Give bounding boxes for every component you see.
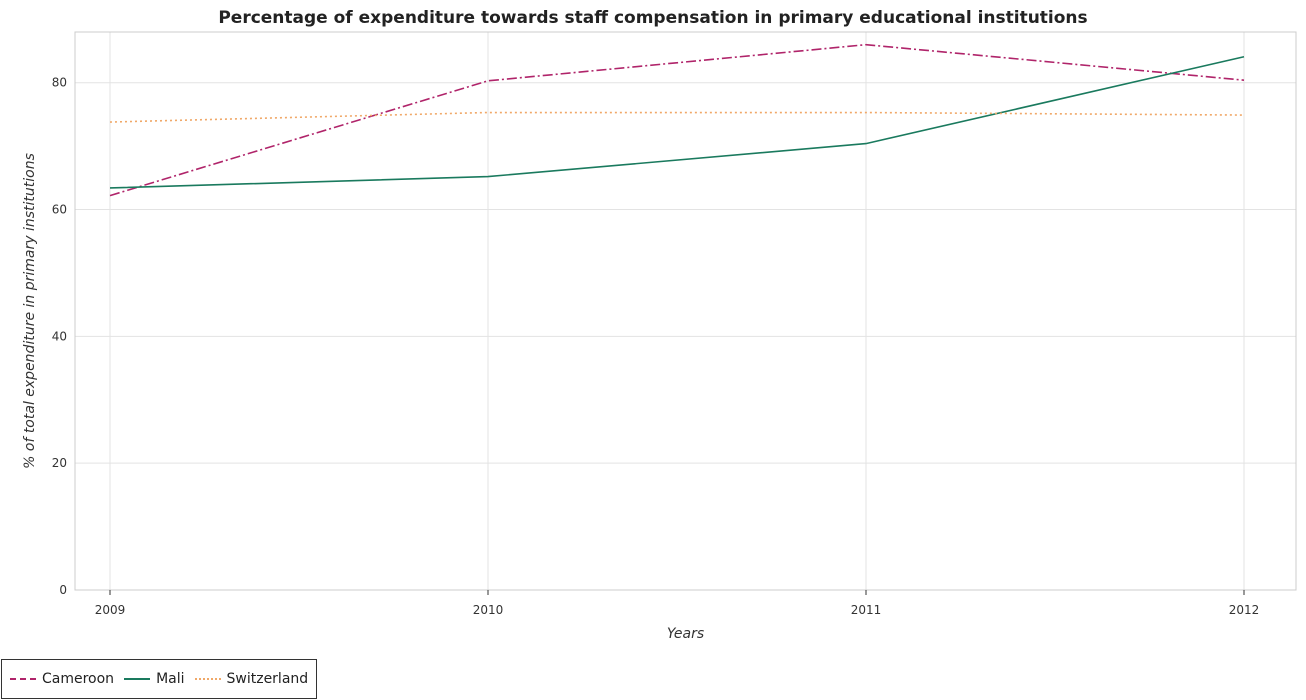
x-tick-label: 2009	[95, 603, 126, 617]
legend-label: Mali	[156, 671, 184, 687]
legend: Cameroon Mali Switzerland	[1, 659, 317, 699]
legend-label: Cameroon	[42, 671, 114, 687]
series-line-mali	[110, 57, 1244, 188]
series-lines	[110, 45, 1244, 196]
y-tick-label: 40	[52, 329, 67, 343]
grid	[75, 32, 1296, 590]
legend-item-switzerland: Switzerland	[195, 671, 309, 687]
y-tick-label: 20	[52, 456, 67, 470]
y-tick-label: 80	[52, 76, 67, 90]
legend-swatch	[124, 678, 150, 680]
series-line-cameroon	[110, 45, 1244, 196]
x-tick-label: 2010	[473, 603, 504, 617]
axes	[75, 32, 1296, 595]
y-tick-label: 0	[59, 583, 67, 597]
legend-swatch	[10, 678, 36, 680]
series-line-switzerland	[110, 113, 1244, 123]
plot-frame	[75, 32, 1296, 590]
legend-item-mali: Mali	[124, 671, 184, 687]
y-tick-label: 60	[52, 203, 67, 217]
legend-swatch	[195, 678, 221, 680]
x-tick-label: 2011	[851, 603, 882, 617]
tick-labels: 0 20 40 60 80 2009 2010 2011 2012	[52, 76, 1260, 617]
legend-label: Switzerland	[227, 671, 309, 687]
legend-item-cameroon: Cameroon	[10, 671, 114, 687]
x-axis-label: Years	[667, 626, 704, 642]
y-axis-label: % of total expenditure in primary instit…	[22, 153, 38, 469]
x-tick-label: 2012	[1229, 603, 1260, 617]
